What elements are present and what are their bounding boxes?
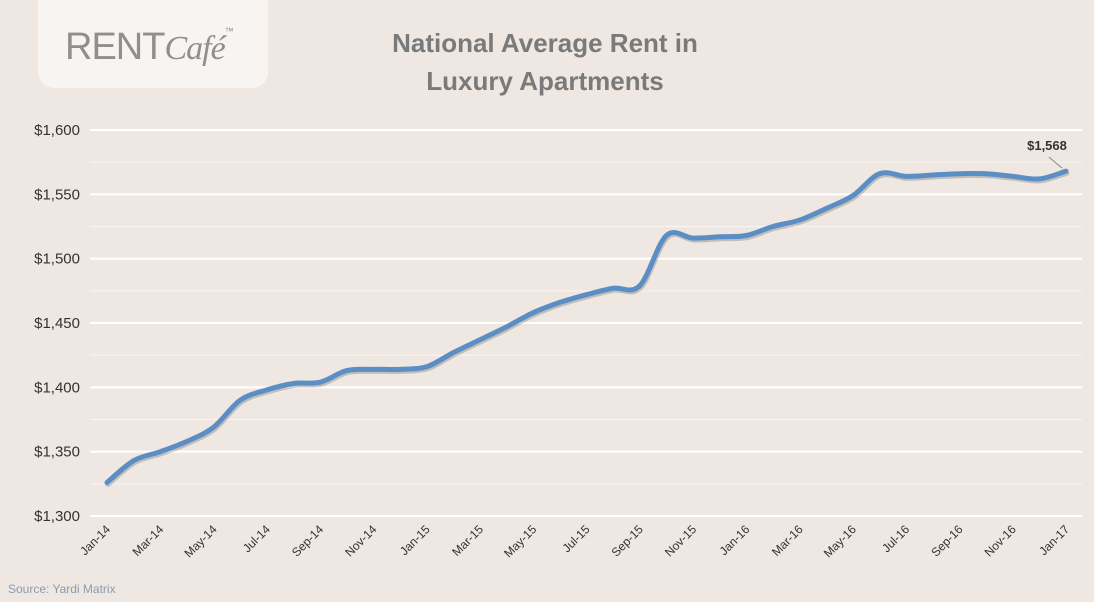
y-tick-label: $1,350 [34,444,80,461]
logo-cafe: Café [164,30,225,67]
logo-tm: ™ [224,26,234,36]
x-tick-label: Nov-14 [342,522,379,559]
x-tick-label: Jan-17 [1036,522,1072,558]
series-line-average-rent [104,168,1069,486]
y-tick-label: $1,300 [34,508,80,525]
x-tick-label: Jul-16 [879,522,912,555]
x-tick-label: Mar-16 [769,522,806,559]
y-tick-label: $1,600 [34,122,80,139]
x-tick-label: Sep-14 [289,522,326,559]
y-tick-label: $1,550 [34,186,80,203]
x-tick-label: Jul-14 [240,522,273,555]
chart-title-line-2: Luxury Apartments [426,66,664,96]
x-tick-label: Sep-15 [609,522,646,559]
x-tick-label: Sep-16 [928,522,965,559]
series-line-shadow [105,170,1070,488]
logo-rent: RENT [65,26,165,68]
chart-title: National Average Rent in Luxury Apartmen… [330,24,760,100]
x-tick-label: May-15 [501,522,539,560]
x-tick-label: Jan-15 [397,522,433,558]
x-tick-label: Nov-16 [982,522,1019,559]
x-tick-label: Jan-16 [717,522,753,558]
x-tick-label: Jul-15 [560,522,593,555]
y-tick-label: $1,500 [34,251,80,268]
x-tick-label: May-16 [821,522,859,560]
source-note: Source: Yardi Matrix [8,582,116,596]
data-label-last-value: $1,568 [1027,138,1067,153]
annotation-leader [1048,156,1063,169]
y-tick-label: $1,450 [34,315,80,332]
x-tick-label: May-14 [181,522,219,560]
y-tick-label: $1,400 [34,379,80,396]
chart-title-line-1: National Average Rent in [392,28,698,58]
x-tick-label: Mar-15 [449,522,486,559]
rentcafe-logo: RENTCafé™ [38,0,268,88]
x-tick-label: Nov-15 [662,522,699,559]
x-tick-label: Mar-14 [130,522,167,559]
x-tick-label: Jan-14 [77,522,113,558]
